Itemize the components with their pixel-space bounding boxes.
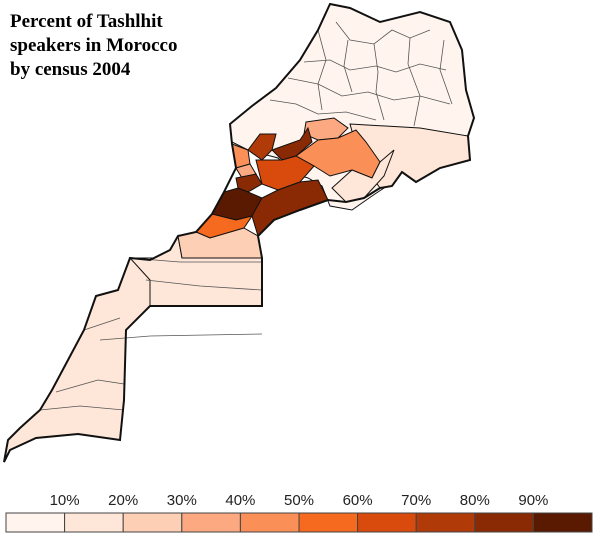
legend-tick-label: 20% bbox=[108, 492, 138, 509]
legend-swatch bbox=[122, 512, 183, 533]
legend-swatch bbox=[181, 512, 241, 533]
legend-tick-label: 80% bbox=[460, 492, 490, 509]
region-eastern-atlas[interactable] bbox=[331, 149, 395, 203]
legend-tick-label: 30% bbox=[167, 492, 197, 509]
legend-swatch bbox=[64, 512, 124, 533]
legend-swatch bbox=[532, 512, 593, 533]
region-rabat-south[interactable] bbox=[247, 133, 277, 161]
legend-tick-label: 50% bbox=[284, 492, 314, 509]
region-marrakech[interactable] bbox=[255, 155, 315, 191]
legend-swatch bbox=[474, 512, 534, 533]
legend-tick-label: 10% bbox=[50, 492, 80, 509]
legend-swatch bbox=[357, 512, 417, 533]
legend-ticks: 10% 20% 30% 40% 50% 60% 70% 80% 90% bbox=[50, 492, 549, 509]
title-line-2: speakers in Morocco bbox=[10, 35, 178, 56]
legend-tick-label: 90% bbox=[518, 492, 548, 509]
legend-tick-label: 70% bbox=[401, 492, 431, 509]
title-line-1: Percent of Tashlhit bbox=[10, 11, 163, 32]
legend-swatch bbox=[239, 512, 300, 533]
region-essaouira[interactable] bbox=[235, 173, 263, 193]
map-title: Percent of Tashlhit speakers in Morocco … bbox=[10, 10, 260, 82]
legend-swatch bbox=[5, 512, 66, 533]
morocco-map bbox=[3, 2, 476, 463]
title-line-3: by census 2004 bbox=[10, 59, 131, 80]
legend-swatches bbox=[5, 512, 593, 533]
legend-tick-label: 40% bbox=[225, 492, 255, 509]
legend-tick-label: 60% bbox=[343, 492, 373, 509]
country-outline bbox=[3, 2, 476, 463]
region-guelmim[interactable] bbox=[177, 227, 263, 259]
legend-swatch bbox=[298, 512, 359, 533]
legend-swatch bbox=[415, 512, 476, 533]
